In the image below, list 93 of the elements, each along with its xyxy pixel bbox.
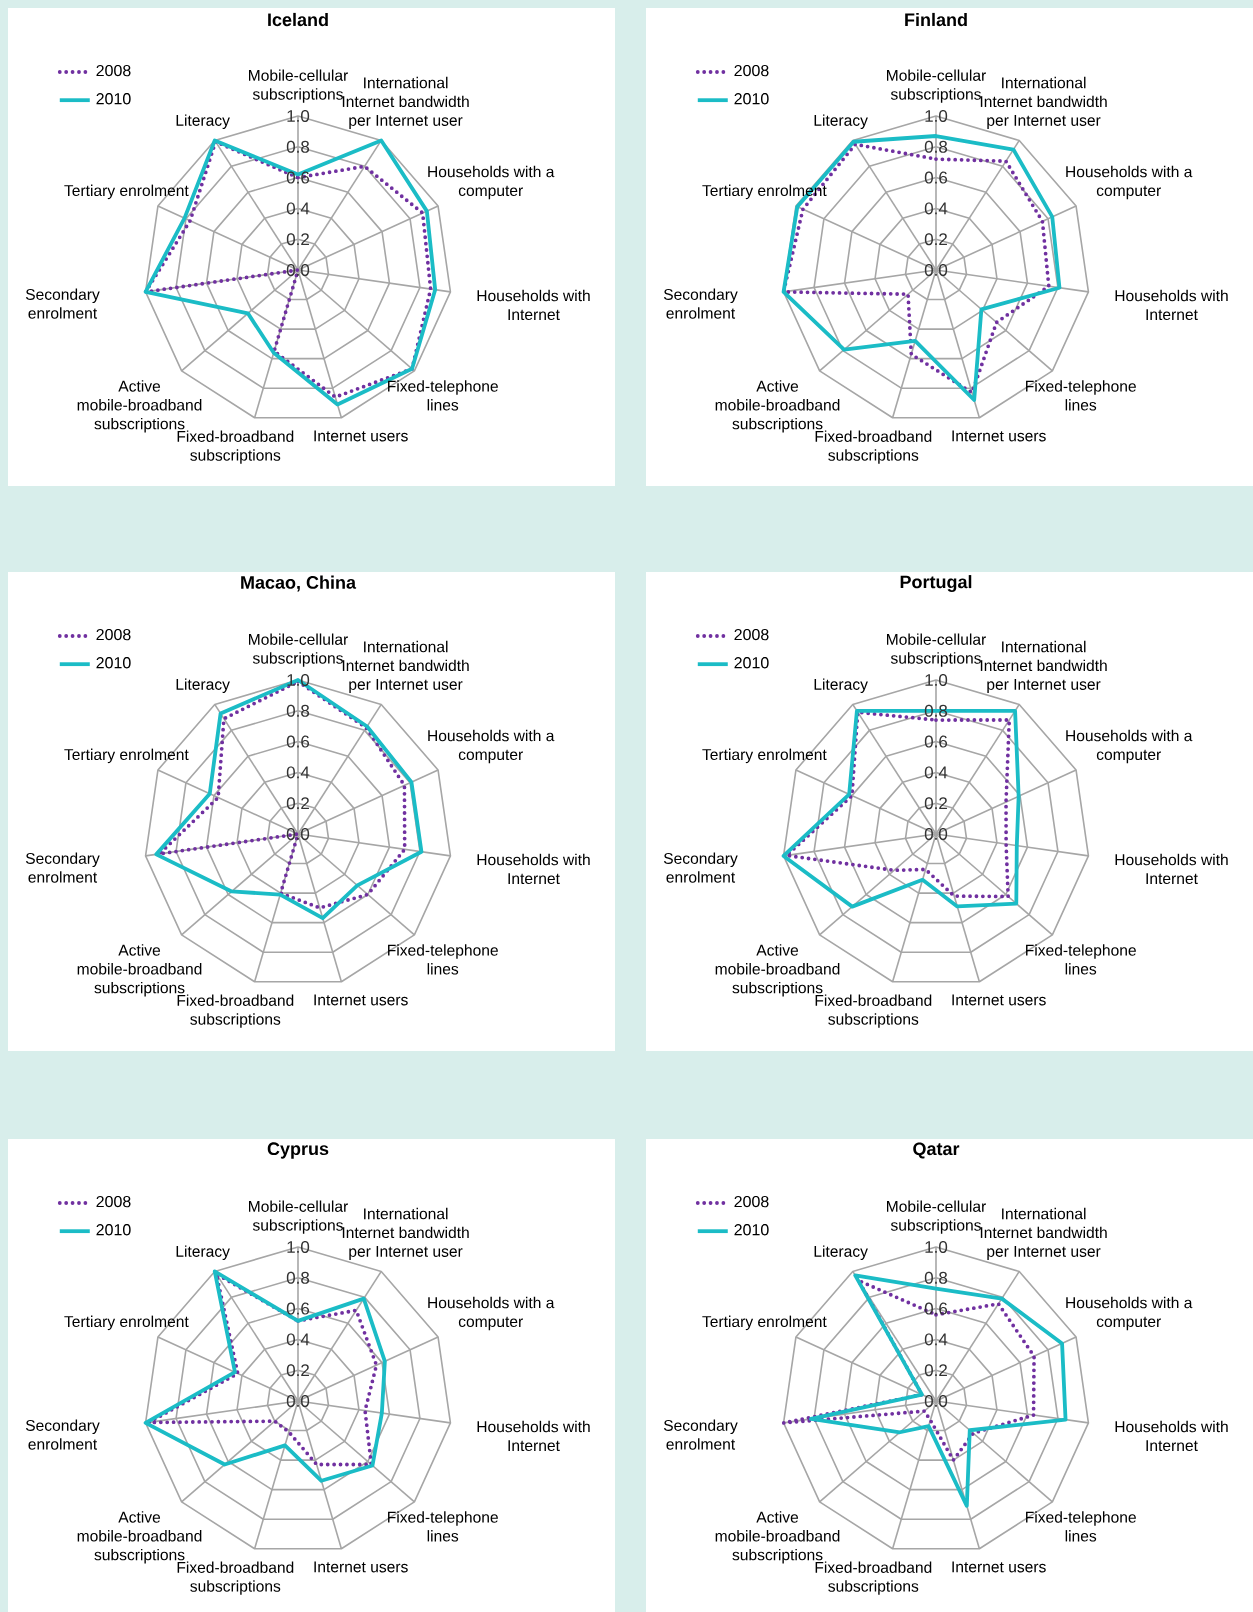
spoke-label: Internet users [952, 994, 1046, 1006]
spoke-label: Households with Internet [1115, 1420, 1228, 1452]
spoke-label: Literacy [814, 114, 868, 129]
spoke-label: Households with Internet [477, 853, 590, 885]
spoke-label: Literacy [176, 678, 230, 693]
spoke-label: Tertiary enrolment [64, 1315, 189, 1331]
spoke-label: Internet users [314, 994, 408, 1006]
legend-label: 2010 [734, 1224, 769, 1236]
y-tick-label: 0.2 [924, 1364, 947, 1377]
y-tick-label: 0.2 [924, 797, 947, 810]
legend-label: 2010 [96, 93, 131, 105]
spoke-label: Fixed-telephone lines [1026, 380, 1136, 411]
y-tick-label: 1.0 [287, 109, 310, 122]
spoke-label: Secondary enrolment [663, 852, 738, 883]
chart-title: Iceland [268, 12, 328, 27]
legend-label: 2010 [734, 657, 769, 669]
spoke-label: Households with a computer [428, 729, 555, 764]
y-tick-label: 0.0 [924, 827, 948, 840]
spoke-label: Literacy [176, 1245, 230, 1260]
chart-title: Finland [905, 12, 967, 27]
spoke-label: Households with a computer [428, 165, 555, 200]
y-tick-label: 0.8 [286, 1271, 310, 1284]
spoke-label: Tertiary enrolment [702, 748, 827, 764]
y-tick-label: 0.4 [924, 202, 948, 215]
y-tick-label: 0.4 [286, 202, 310, 215]
spoke-label: Fixed-telephone lines [388, 380, 498, 411]
y-tick-label: 0.4 [286, 1333, 310, 1346]
y-tick-label: 0.8 [286, 140, 310, 153]
legend-label: 2008 [734, 1195, 769, 1208]
spoke-label: Households with a computer [428, 1296, 555, 1331]
y-tick-label: 0.2 [286, 233, 309, 246]
legend-label: 2008 [96, 64, 131, 77]
spoke-label: Tertiary enrolment [702, 1315, 827, 1331]
y-tick-label: 0.8 [286, 704, 310, 717]
y-tick-label: 0.2 [286, 797, 309, 810]
spoke-label: Internet users [952, 1561, 1046, 1573]
spoke-label: Internet users [314, 1561, 408, 1573]
spoke-label: Internet users [314, 430, 408, 442]
y-tick-label: 0.2 [286, 1364, 309, 1377]
y-tick-label: 1.0 [287, 1240, 310, 1253]
spoke-label: Tertiary enrolment [64, 748, 189, 764]
chart-title: Portugal [900, 575, 972, 592]
spoke-label: Households with a computer [1066, 165, 1193, 200]
y-tick-label: 1.0 [925, 673, 948, 686]
legend-label: 2010 [734, 93, 769, 105]
spoke-label: Secondary enrolment [663, 1419, 738, 1450]
spoke-label: Households with Internet [1115, 853, 1228, 885]
spoke-label: Households with Internet [477, 289, 590, 321]
y-tick-label: 0.4 [924, 766, 948, 779]
spoke-label: Fixed-telephone lines [1026, 1511, 1136, 1542]
spoke-label: Literacy [814, 678, 868, 693]
spoke-label: Secondary enrolment [25, 852, 100, 883]
y-tick-label: 0.0 [286, 827, 310, 840]
spoke-label: Internet users [952, 430, 1046, 442]
y-tick-label: 0.6 [924, 1302, 948, 1315]
spoke-label: Secondary enrolment [663, 288, 738, 319]
y-tick-label: 0.4 [286, 766, 310, 779]
y-tick-label: 0.0 [924, 1394, 948, 1407]
spoke-label: Households with Internet [477, 1420, 590, 1452]
spoke-label: Literacy [176, 114, 230, 129]
y-tick-label: 0.6 [924, 735, 948, 748]
spoke-label: Secondary enrolment [25, 1419, 100, 1450]
y-tick-label: 0.2 [924, 233, 947, 246]
spoke-label: Fixed-telephone lines [1026, 944, 1136, 975]
legend-label: 2008 [734, 628, 769, 641]
spoke-label: Secondary enrolment [25, 288, 100, 319]
spoke-label: Fixed-telephone lines [388, 944, 498, 975]
chart-title: Cyprus [267, 1142, 329, 1159]
spoke-label: Households with a computer [1066, 1296, 1193, 1331]
legend-label: 2010 [96, 1224, 131, 1236]
y-tick-label: 0.0 [924, 263, 948, 276]
chart-title: Macao, China [241, 575, 357, 592]
y-tick-label: 0.6 [286, 171, 310, 184]
chart-title: Qatar [913, 1142, 960, 1159]
spoke-label: Households with a computer [1066, 729, 1193, 764]
legend-label: 2008 [96, 628, 131, 641]
y-tick-label: 0.0 [286, 263, 310, 276]
y-tick-label: 0.0 [286, 1394, 310, 1407]
y-tick-label: 1.0 [925, 109, 948, 122]
spoke-label: Tertiary enrolment [64, 184, 189, 200]
spoke-label: Households with Internet [1115, 289, 1228, 321]
y-tick-label: 1.0 [925, 1240, 948, 1253]
legend-label: 2008 [96, 1195, 131, 1208]
y-tick-label: 0.6 [286, 735, 310, 748]
spoke-label: Fixed-telephone lines [388, 1511, 498, 1542]
legend-label: 2008 [734, 64, 769, 77]
y-tick-label: 0.4 [924, 1333, 948, 1346]
spoke-label: Literacy [814, 1245, 868, 1260]
y-tick-label: 0.8 [924, 1271, 948, 1284]
y-tick-label: 0.6 [286, 1302, 310, 1315]
y-tick-label: 0.6 [924, 171, 948, 184]
legend-label: 2010 [96, 657, 131, 669]
y-tick-label: 0.8 [924, 140, 948, 153]
